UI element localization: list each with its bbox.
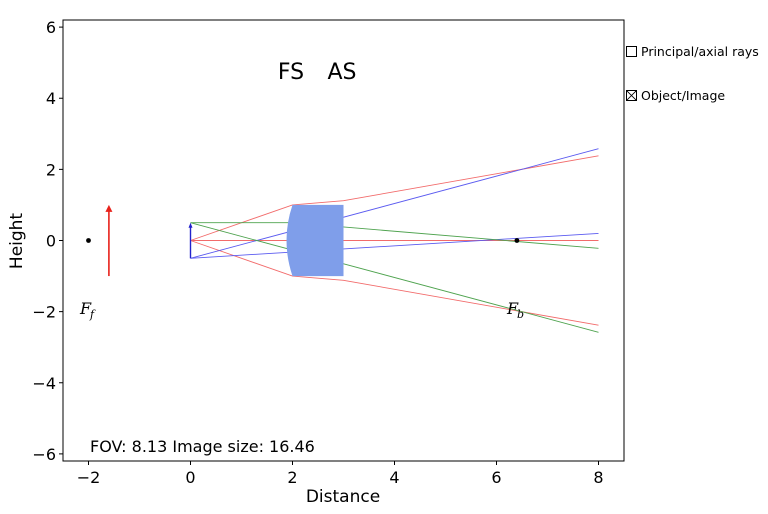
lens-element <box>286 204 344 277</box>
x-tick-label: 8 <box>593 468 603 487</box>
y-ticks: −6 −4 −2 0 2 4 6 <box>32 18 63 464</box>
fs-label: FS <box>278 60 304 85</box>
x-tick-label: 6 <box>491 468 501 487</box>
back-focal-sub: b <box>517 308 524 321</box>
marginal-ray-lower <box>190 240 599 326</box>
principal-rays-label: Principal/axial rays <box>641 44 759 59</box>
principal-rays-box[interactable] <box>626 46 637 57</box>
y-axis-label: Height <box>7 213 27 270</box>
image-arrow-head <box>188 222 193 228</box>
object-arrow-head <box>105 204 113 212</box>
parallel-ray-lower <box>190 222 599 333</box>
front-focal-label: F f <box>79 299 96 321</box>
y-tick-label: −4 <box>32 374 56 393</box>
x-tick-label: 0 <box>185 468 195 487</box>
principal-rays-checkbox[interactable]: Principal/axial rays <box>626 44 759 59</box>
front-focal-letter: F <box>79 299 92 318</box>
chief-ray-upper <box>190 148 599 259</box>
object-image-label: Object/Image <box>641 88 726 103</box>
y-tick-label: −2 <box>32 303 56 322</box>
object-image-box[interactable] <box>626 90 637 101</box>
y-tick-label: −6 <box>32 445 56 464</box>
front-focal-sub: f <box>89 308 96 321</box>
x-tick-label: −2 <box>77 468 101 487</box>
x-axis-label: Distance <box>306 487 380 507</box>
back-focal-label: F b <box>506 299 524 321</box>
back-focal-letter: F <box>506 299 519 318</box>
chief-ray-lower <box>190 232 599 259</box>
checked-x-icon <box>627 91 636 100</box>
object-image-checkbox[interactable]: Object/Image <box>626 88 725 103</box>
y-tick-label: 4 <box>46 89 56 108</box>
y-tick-label: 2 <box>46 160 56 179</box>
front-focal-point <box>86 238 91 243</box>
y-tick-label: 6 <box>46 18 56 37</box>
marks-layer <box>86 204 520 277</box>
fov-footer: FOV: 8.13 Image size: 16.46 <box>90 437 315 456</box>
as-label: AS <box>327 60 356 85</box>
unchecked-icon <box>627 47 636 56</box>
back-focal-point <box>514 238 520 243</box>
x-tick-label: 2 <box>287 468 297 487</box>
y-tick-label: 0 <box>46 232 56 251</box>
x-ticks: −2 0 2 4 6 8 <box>77 461 604 487</box>
x-tick-label: 4 <box>389 468 399 487</box>
